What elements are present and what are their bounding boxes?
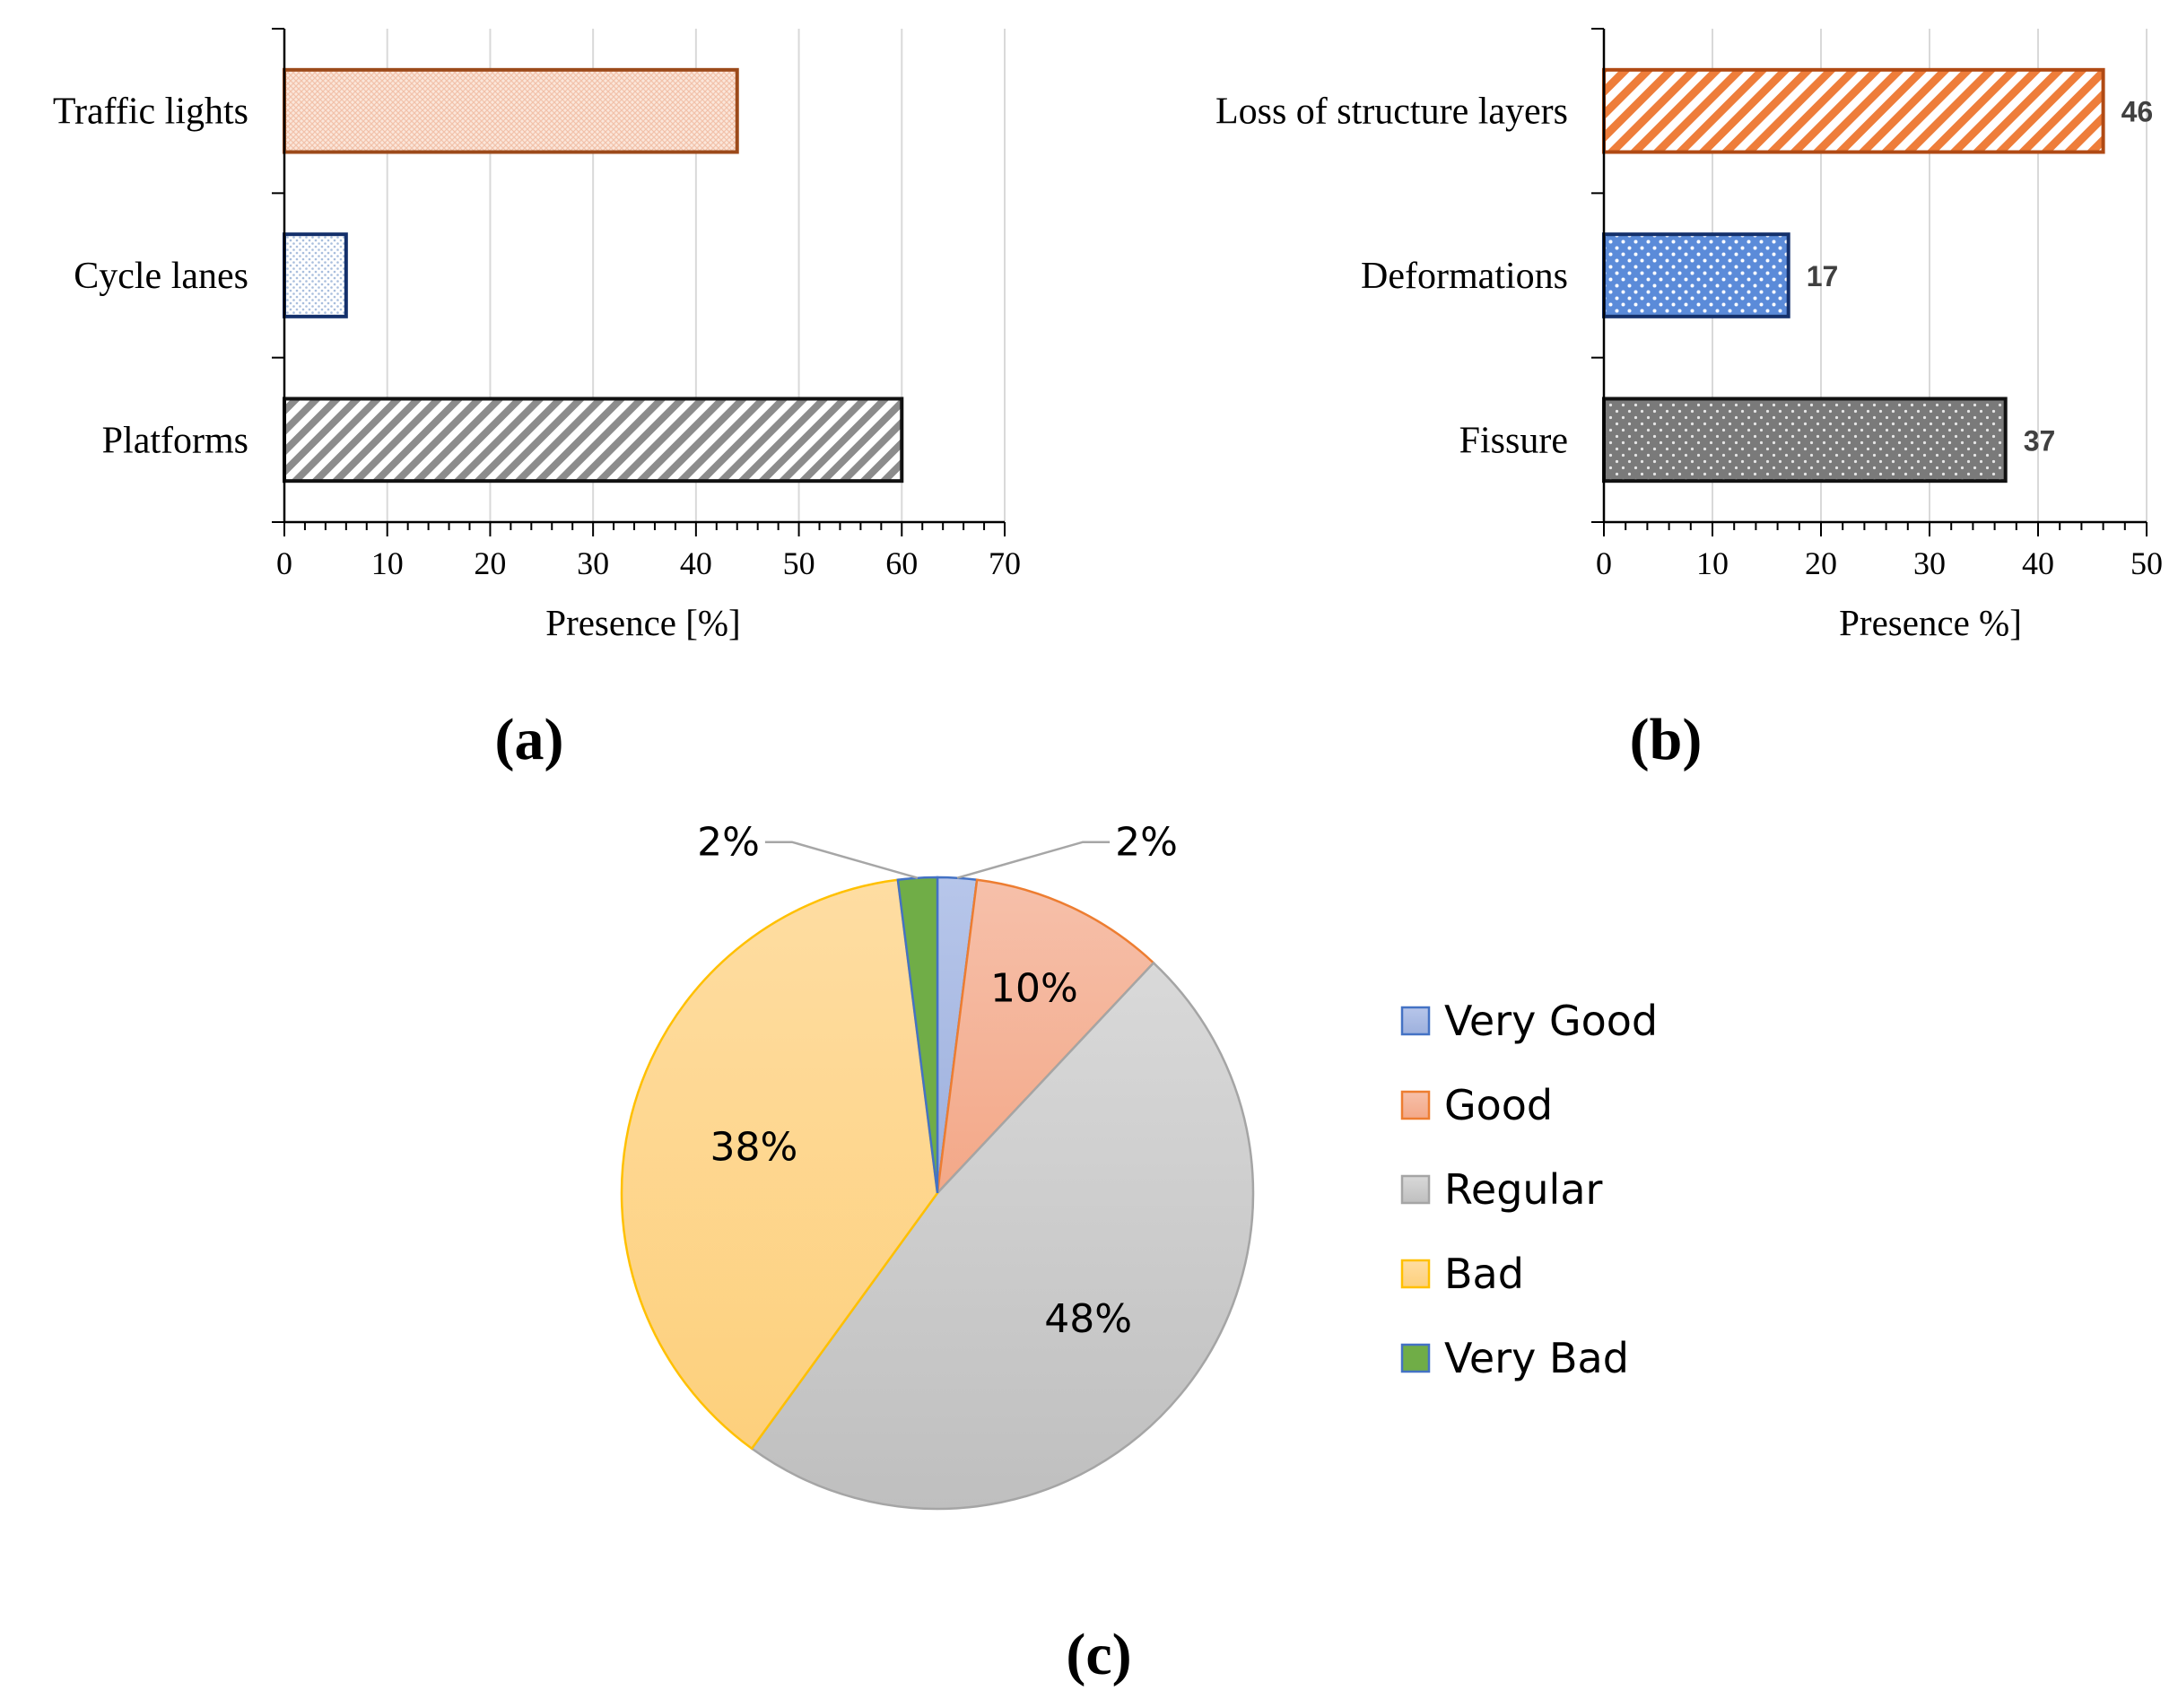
x-tick-label: 40 bbox=[680, 545, 712, 581]
data-label-fissure: 37 bbox=[2024, 424, 2056, 457]
x-tick-label: 50 bbox=[783, 545, 815, 581]
legend-swatch-very-good bbox=[1400, 1006, 1431, 1036]
x-tick-label: 10 bbox=[371, 545, 404, 581]
bars-b bbox=[1602, 67, 2105, 484]
x-tick-label: 70 bbox=[989, 545, 1021, 581]
legend-swatch-very-bad bbox=[1400, 1343, 1431, 1373]
legend-swatch-bad bbox=[1400, 1259, 1431, 1289]
legend: Very Good Good Regular Bad Very Bad bbox=[1400, 997, 1658, 1382]
category-label-platforms: Platforms bbox=[102, 420, 248, 461]
data-label-deformations: 17 bbox=[1807, 260, 1839, 292]
pie-slices bbox=[620, 876, 1255, 1511]
x-tick-label: 20 bbox=[1805, 545, 1837, 581]
bar-cycle-lanes bbox=[283, 232, 348, 318]
category-label-deformations: Deformations bbox=[1361, 256, 1568, 297]
bar-platforms bbox=[283, 396, 904, 484]
bar-loss-of-structure-layers bbox=[1602, 67, 2105, 154]
x-tick-label: 50 bbox=[2130, 545, 2163, 581]
x-tick-label: 60 bbox=[885, 545, 918, 581]
pie-label-very-bad: 2% bbox=[697, 820, 760, 866]
category-label-cycle-lanes: Cycle lanes bbox=[74, 256, 248, 297]
x-tick-label: 30 bbox=[1913, 545, 1946, 581]
bar-chart-b: 0 10 20 30 40 50 Loss of structure layers Defo… bbox=[1215, 28, 2163, 643]
axes-a bbox=[272, 28, 1006, 536]
legend-label-regular: Regular bbox=[1444, 1165, 1603, 1214]
pie-data-labels: 2% 10% 48% 38% 2% bbox=[697, 820, 1178, 1342]
bar-traffic-lights bbox=[283, 67, 739, 154]
pie-slice-regular bbox=[750, 961, 1255, 1511]
category-label-fissure: Fissure bbox=[1459, 420, 1568, 461]
panel-label-b: (b) bbox=[1630, 707, 1703, 772]
category-labels-a: Traffic lights Cycle lanes Platforms bbox=[53, 92, 248, 462]
pie-slice-good bbox=[936, 878, 1155, 1197]
category-label-loss-of-structure-layers: Loss of structure layers bbox=[1215, 92, 1568, 133]
category-labels-b: Loss of structure layers Deformations Fiss… bbox=[1215, 92, 1568, 462]
pie-slice-bad bbox=[620, 878, 939, 1451]
pie-label-good: 10% bbox=[990, 966, 1078, 1012]
panel-label-c: (c) bbox=[1066, 1622, 1131, 1687]
legend-swatch-regular bbox=[1400, 1174, 1431, 1205]
x-axis-label-b: Presence %] bbox=[1839, 602, 2022, 643]
leader-line-very-bad bbox=[764, 841, 919, 879]
bar-chart-a: 0 10 20 30 40 50 60 70 Traffic lights Cycle lane… bbox=[53, 28, 1021, 643]
x-tick-label: 0 bbox=[1596, 545, 1612, 581]
x-tick-label: 40 bbox=[2022, 545, 2054, 581]
x-tick-label: 20 bbox=[474, 545, 506, 581]
x-tick-label: 0 bbox=[276, 545, 292, 581]
data-label-loss-of-structure-layers: 46 bbox=[2121, 96, 2154, 128]
bar-fissure bbox=[1602, 396, 2008, 484]
legend-label-very-good: Very Good bbox=[1444, 997, 1658, 1045]
x-axis-label-a: Presence [%] bbox=[545, 602, 740, 643]
panel-label-a: (a) bbox=[495, 707, 564, 772]
data-labels-b: 46 17 37 bbox=[1807, 96, 2153, 458]
tick-labels-b: 0 10 20 30 40 50 bbox=[1596, 545, 2163, 581]
legend-label-bad: Bad bbox=[1444, 1250, 1524, 1298]
bar-deformations bbox=[1602, 232, 1790, 318]
pie-chart-c: 2%10%48%38%2% Very GoodGoodRegularBadVer… bbox=[620, 820, 1658, 1511]
x-tick-label: 30 bbox=[577, 545, 609, 581]
pie-label-regular: 48% bbox=[1044, 1296, 1132, 1342]
legend-label-very-bad: Very Bad bbox=[1444, 1334, 1629, 1382]
legend-swatch-good bbox=[1400, 1090, 1431, 1120]
pie-label-very-good: 2% bbox=[1115, 820, 1178, 866]
tick-labels-a: 0 10 20 30 40 50 60 70 bbox=[276, 545, 1021, 581]
leader-line-very-good bbox=[956, 841, 1111, 879]
leader-lines bbox=[764, 841, 1111, 879]
axes-b bbox=[1591, 28, 2148, 536]
pie-label-bad: 38% bbox=[710, 1124, 798, 1170]
x-tick-label: 10 bbox=[1696, 545, 1729, 581]
category-label-traffic-lights: Traffic lights bbox=[53, 92, 248, 133]
bars-a bbox=[283, 67, 904, 484]
legend-label-good: Good bbox=[1444, 1081, 1553, 1129]
